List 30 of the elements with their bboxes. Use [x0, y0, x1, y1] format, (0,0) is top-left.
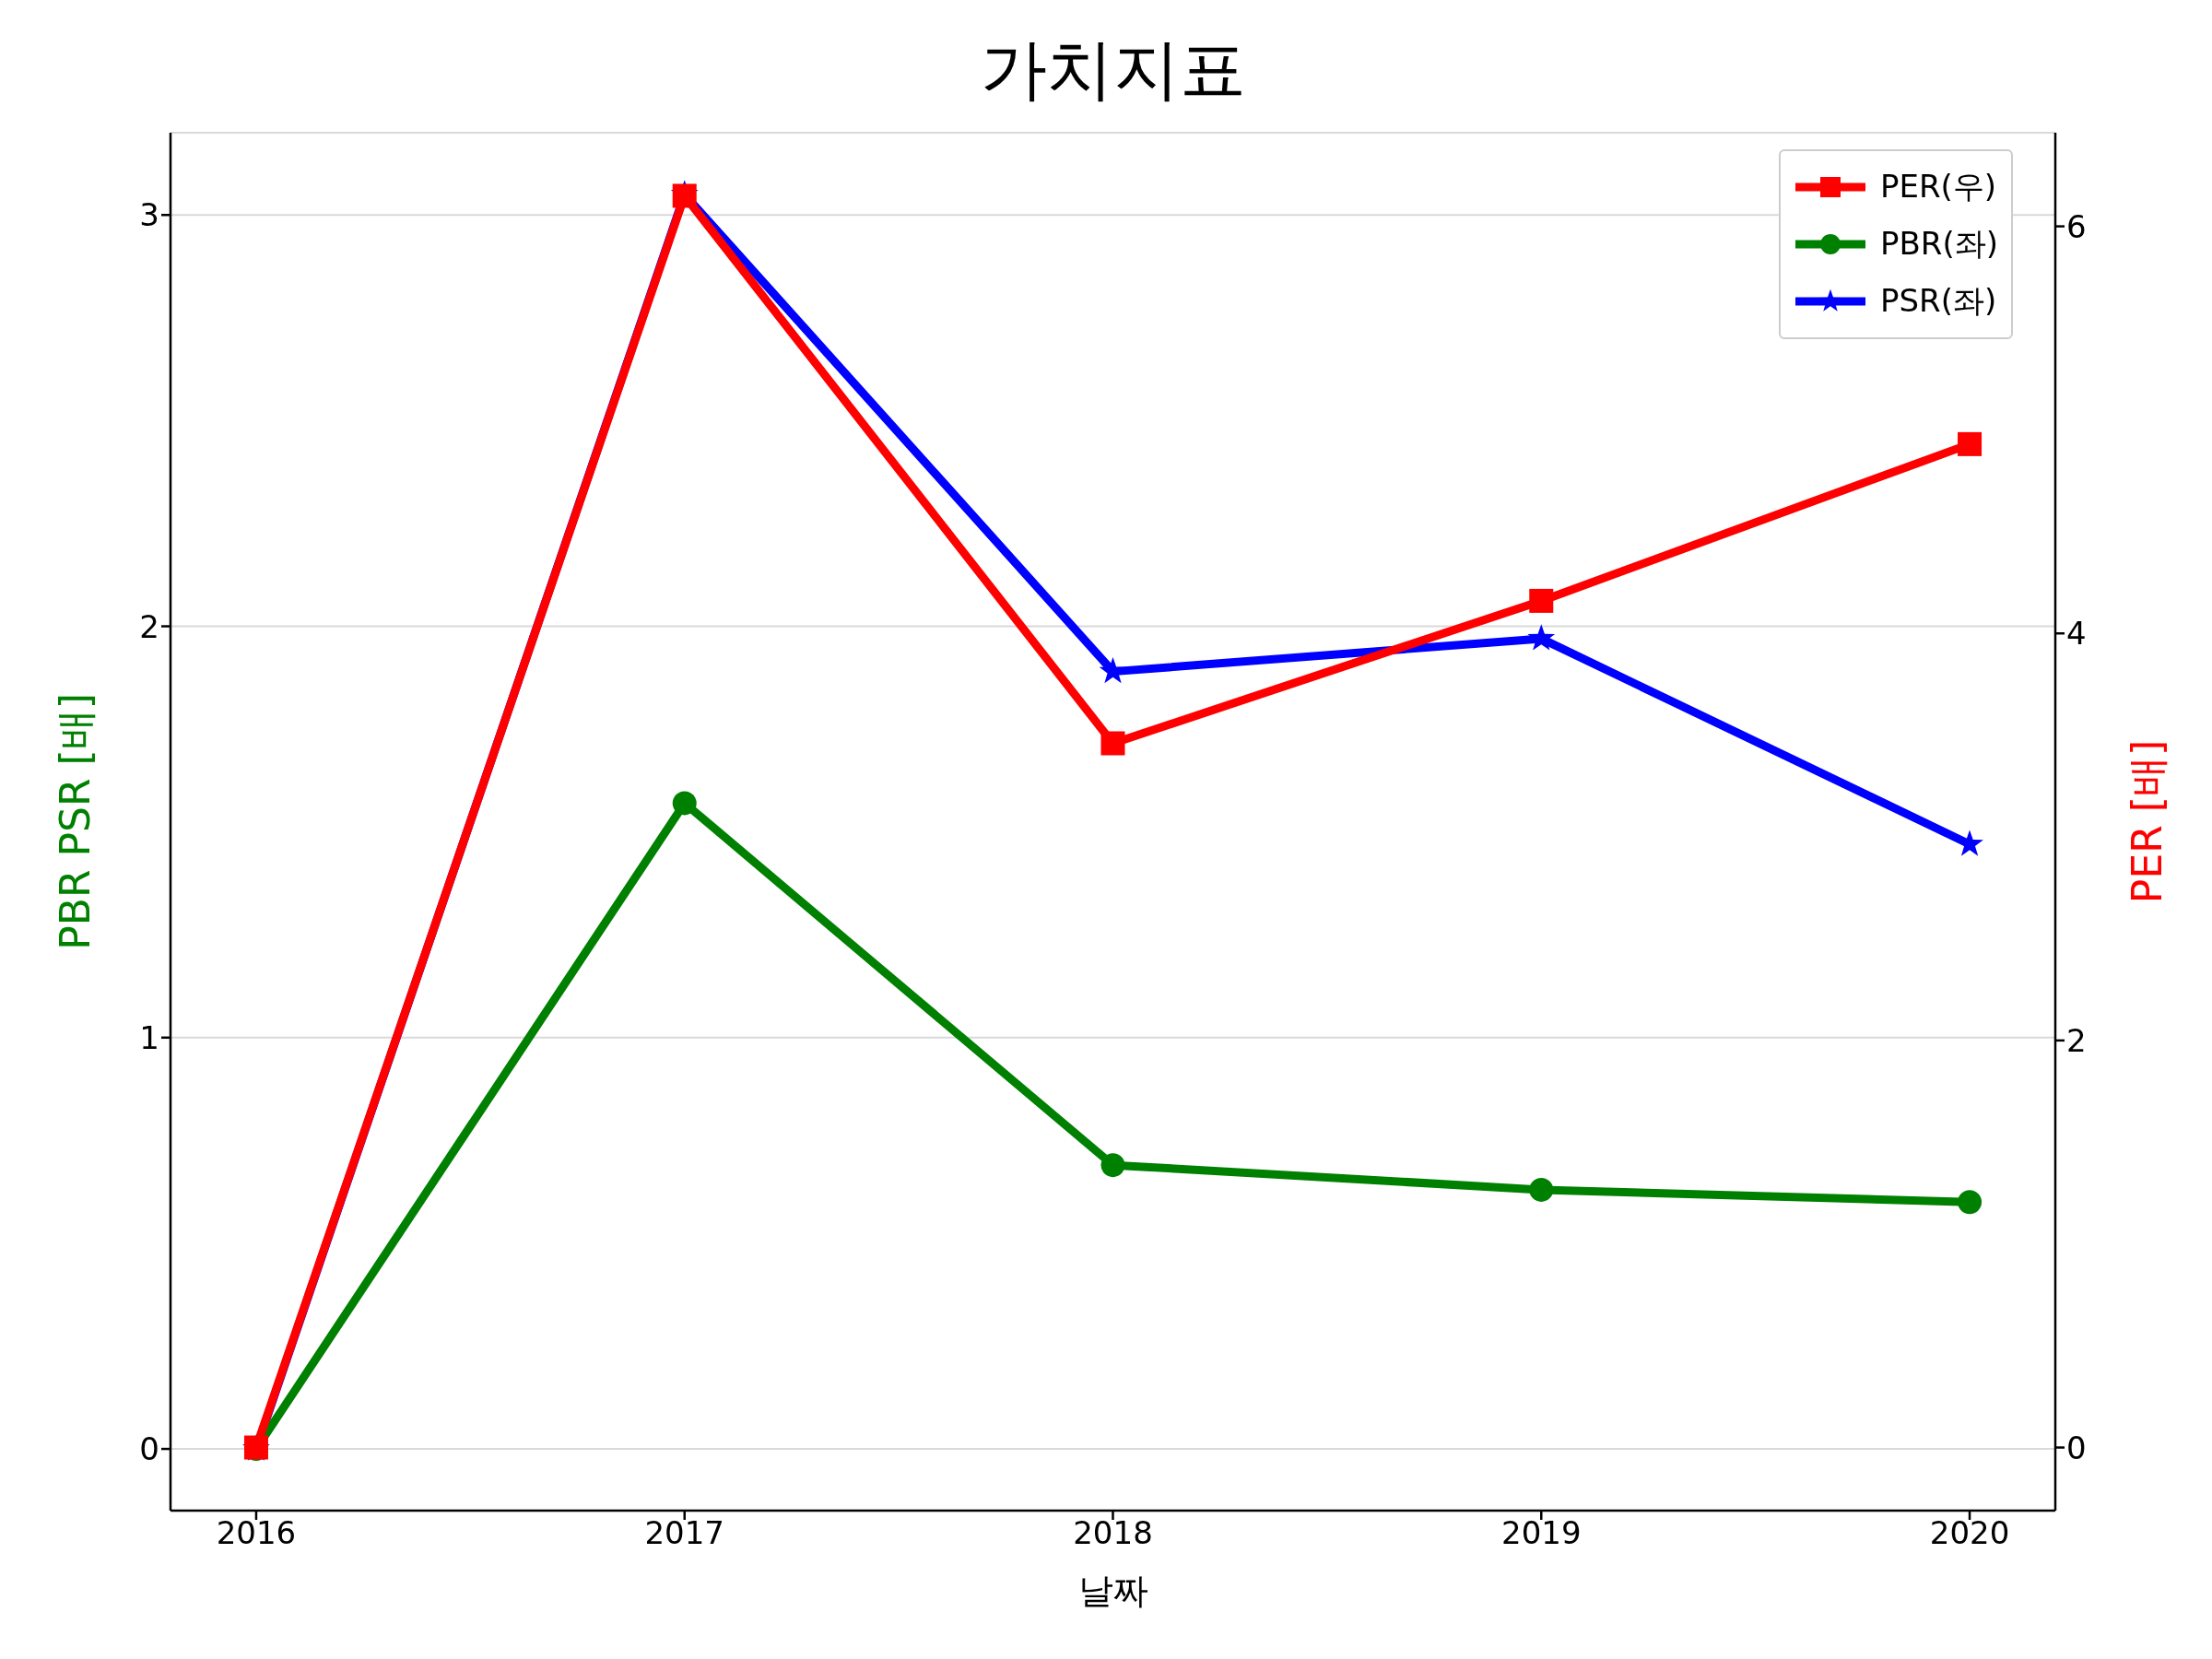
point [1527, 624, 1556, 651]
y-tick-label: 2 [139, 607, 159, 645]
y-tick-label: 0 [139, 1430, 159, 1468]
point [1099, 657, 1127, 684]
point [1529, 588, 1554, 613]
y-tick-label: 3 [139, 196, 159, 234]
x-tick-label: 2016 [216, 1514, 297, 1552]
y2-tick-label: 2 [2066, 1021, 2087, 1059]
x-axis-title: 날짜 [1077, 1571, 1148, 1611]
y-axis-title: PBR PSR [배] [51, 693, 99, 950]
point [672, 183, 697, 208]
point [1100, 731, 1125, 756]
point [672, 791, 697, 816]
chart-title: 가치지표 [980, 29, 1247, 110]
point [1958, 431, 1983, 456]
point [1529, 1177, 1554, 1202]
x-tick-label: 2019 [1501, 1514, 1582, 1552]
x-tick-label: 2018 [1073, 1514, 1153, 1552]
x-tick-label: 2020 [1929, 1514, 2010, 1552]
point [1958, 1190, 1983, 1215]
legend-label: PER(우) [1880, 167, 1997, 206]
y2-tick-label: 4 [2066, 615, 2087, 653]
y2-axis-title: PER [배] [2123, 739, 2171, 904]
y2-tick-label: 0 [2066, 1429, 2087, 1466]
legend-label: PSR(좌) [1880, 281, 1997, 321]
point [1100, 1153, 1125, 1178]
legend-label: PBR(좌) [1880, 224, 1998, 264]
y-tick-label: 1 [139, 1018, 159, 1056]
x-tick-label: 2017 [644, 1514, 724, 1552]
y2-tick-label: 6 [2066, 207, 2087, 245]
